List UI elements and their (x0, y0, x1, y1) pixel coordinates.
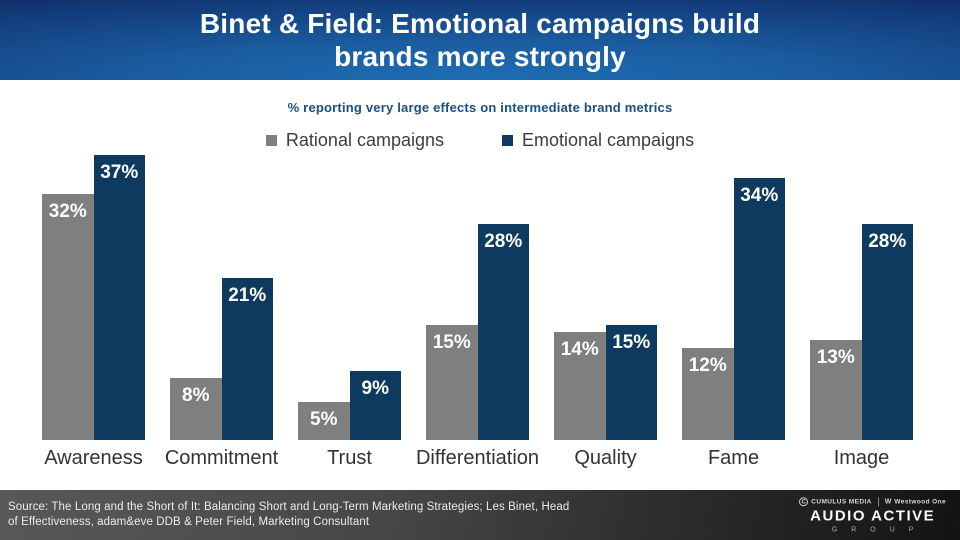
bar-emotional-quality: 15% (605, 324, 657, 440)
page-title-line-2: brands more strongly (334, 41, 626, 72)
category-label-commitment: Commitment (164, 447, 279, 469)
value-label: 21% (228, 285, 267, 307)
westwood-one-label: Westwood One (894, 498, 946, 506)
bar-emotional-trust: 9% (349, 370, 401, 440)
bar-pair: 32% 37% (42, 150, 145, 440)
page-title-line-1: Binet & Field: Emotional campaigns build (199, 8, 761, 39)
value-label: 37% (100, 162, 139, 184)
legend-label-rational: Rational campaigns (285, 130, 444, 150)
source-line-2: of Effectiveness, adam&eve DDB & Peter F… (8, 516, 370, 528)
value-label: 8% (182, 385, 210, 407)
source-citation: Source: The Long and the Short of It: Ba… (0, 500, 569, 530)
value-label: 28% (868, 231, 907, 253)
bar-rational-awareness: 32% (42, 193, 94, 440)
westwood-one-logo: W Westwood One (885, 498, 946, 505)
value-label: 14% (560, 339, 599, 361)
bar-pair: 5% 9% (298, 150, 401, 440)
cumulus-media-logo: C CUMULUS MEDIA (799, 497, 872, 507)
bar-pair: 15% 28% (426, 150, 529, 440)
bar-group-image: 13% 28% Image (810, 150, 913, 470)
bar-group-differentiation: 15% 28% Differentiation (416, 150, 539, 470)
value-label: 28% (484, 231, 523, 253)
chart-subtitle: % reporting very large effects on interm… (287, 100, 673, 115)
chart-legend: Rational campaigns Emotional campaigns (0, 130, 960, 151)
bar-rational-image: 13% (810, 339, 862, 440)
legend-swatch-rational-icon (265, 135, 277, 146)
value-label: 34% (740, 185, 779, 207)
category-label-fame: Fame (707, 447, 760, 469)
bar-pair: 8% 21% (170, 150, 273, 440)
source-line-1: Source: The Long and the Short of It: Ba… (8, 500, 570, 513)
audio-active-label: AUDIO ACTIVE (810, 507, 936, 525)
value-label: 13% (816, 346, 855, 368)
cumulus-media-label: CUMULUS MEDIA (811, 498, 872, 506)
audio-active-group-logo: C CUMULUS MEDIA W Westwood One AUDIO ACT… (799, 497, 946, 533)
bar-emotional-image: 28% (861, 224, 913, 440)
bar-group-awareness: 32% 37% Awareness (42, 150, 145, 470)
value-label: 12% (688, 354, 727, 376)
bar-emotional-commitment: 21% (221, 278, 273, 440)
bar-rational-quality: 14% (554, 332, 606, 440)
bar-group-fame: 12% 34% Fame (682, 150, 785, 470)
category-label-trust: Trust (327, 447, 372, 469)
legend-swatch-emotional-icon (502, 135, 513, 146)
logo-divider (877, 497, 879, 507)
header-banner: Binet & Field: Emotional campaigns build… (0, 0, 960, 80)
bar-emotional-fame: 34% (733, 178, 785, 440)
legend-item-emotional: Emotional campaigns (502, 130, 694, 151)
brand-logos-row: C CUMULUS MEDIA W Westwood One (799, 497, 946, 507)
bar-chart: 32% 37% Awareness 8% 21% Commitment (42, 150, 913, 470)
category-label-image: Image (833, 447, 890, 469)
bar-pair: 14% 15% (554, 150, 657, 440)
value-label: 15% (432, 331, 471, 353)
legend-item-rational: Rational campaigns (265, 130, 444, 151)
value-label: 5% (310, 408, 338, 430)
value-label: 15% (612, 331, 651, 353)
westwood-logo-icon: W (884, 498, 892, 506)
bar-group-trust: 5% 9% Trust (298, 150, 401, 470)
value-label: 9% (361, 377, 389, 399)
category-label-awareness: Awareness (44, 447, 143, 469)
bar-rational-trust: 5% (298, 401, 350, 440)
cumulus-logo-icon: C (799, 497, 809, 507)
category-label-differentiation: Differentiation (415, 447, 540, 469)
bar-group-quality: 14% 15% Quality (554, 150, 657, 470)
bar-emotional-awareness: 37% (93, 155, 145, 440)
footer-bar: Source: The Long and the Short of It: Ba… (0, 490, 960, 540)
group-label: G R O U P (831, 525, 920, 533)
bar-rational-fame: 12% (682, 347, 734, 440)
bar-rational-commitment: 8% (170, 378, 222, 440)
category-label-quality: Quality (574, 447, 637, 469)
value-label: 32% (48, 200, 87, 222)
bar-pair: 12% 34% (682, 150, 785, 440)
bar-pair: 13% 28% (810, 150, 913, 440)
bar-emotional-differentiation: 28% (477, 224, 529, 440)
bar-rational-differentiation: 15% (426, 324, 478, 440)
bar-group-commitment: 8% 21% Commitment (165, 150, 278, 470)
legend-label-emotional: Emotional campaigns (522, 130, 695, 150)
